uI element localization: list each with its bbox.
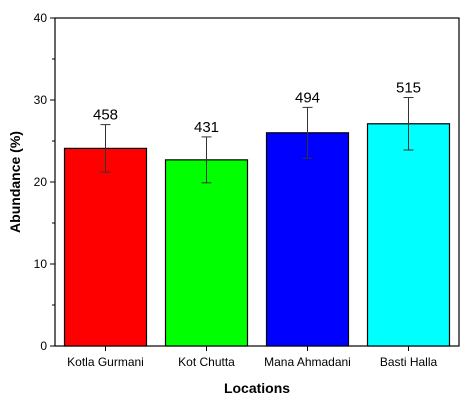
y-tick-label: 40: [34, 11, 48, 25]
y-axis: 0 10 20 30 40: [34, 11, 55, 353]
x-tick-label: Mana Ahmadani: [264, 355, 351, 369]
bar: [265, 132, 350, 347]
bar-data-label: 458: [93, 107, 118, 124]
bars-group: 458 431 494 515: [63, 80, 451, 347]
y-tick-label: 0: [40, 339, 47, 353]
y-tick-label: 30: [34, 93, 48, 107]
x-tick-label: Kot Chutta: [178, 355, 235, 369]
x-axis-title: Locations: [224, 380, 290, 396]
bar: [366, 123, 451, 347]
bar-data-label: 494: [295, 89, 320, 106]
y-tick-label: 10: [34, 257, 48, 271]
x-axis: Kotla Gurmani Kot Chutta Mana Ahmadani Bast…: [67, 346, 438, 369]
y-axis-title: Abundance (%): [7, 131, 23, 233]
bar-data-label: 431: [194, 119, 219, 136]
x-tick-label: Kotla Gurmani: [67, 355, 144, 369]
bar-data-label: 515: [396, 80, 421, 97]
x-tick-label: Basti Halla: [380, 355, 438, 369]
bar: [63, 147, 148, 347]
bar: [164, 159, 249, 347]
y-tick-label: 20: [34, 175, 48, 189]
